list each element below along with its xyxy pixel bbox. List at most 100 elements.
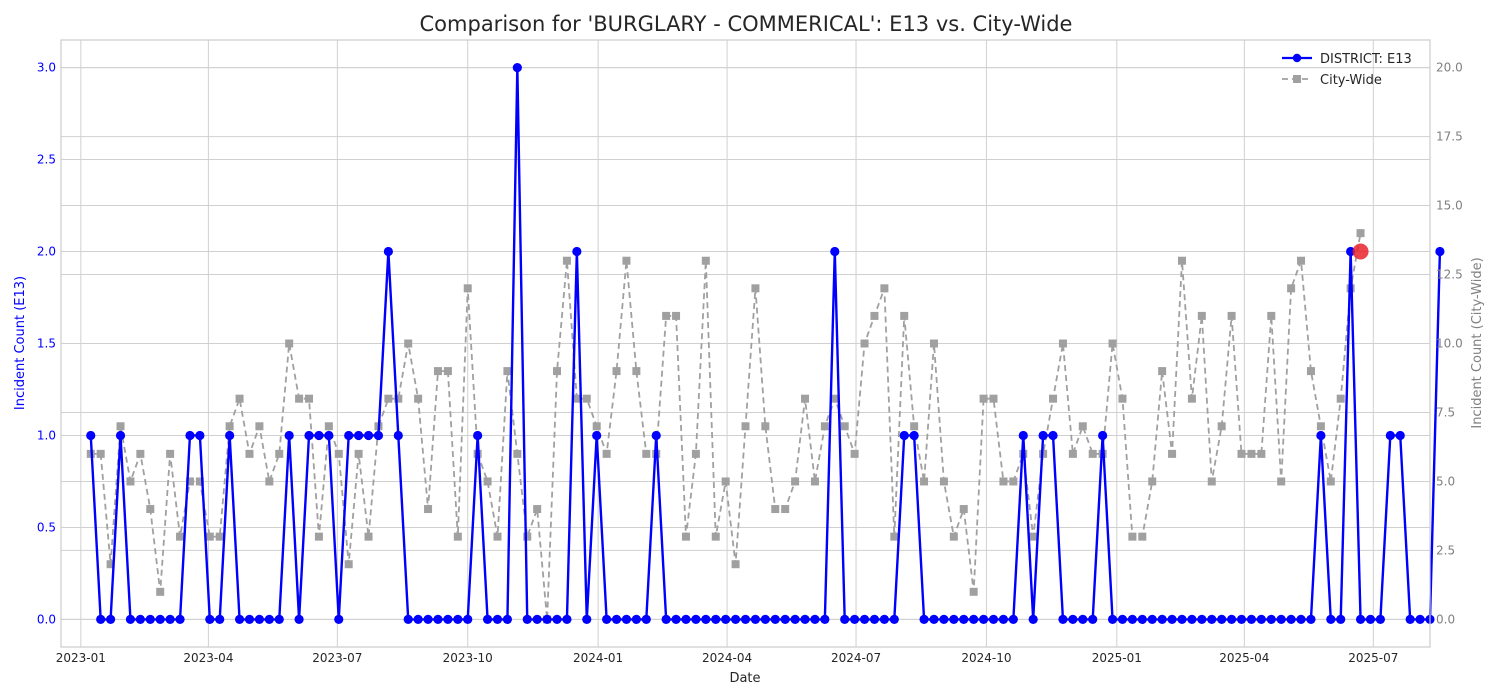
district-e13-point	[1008, 614, 1018, 625]
district-e13-point	[334, 614, 344, 625]
city-wide-point	[920, 477, 929, 486]
city-wide-point	[801, 394, 810, 403]
city-wide-point	[146, 505, 155, 514]
district-e13-point	[691, 614, 701, 625]
district-e13-point	[1068, 614, 1078, 625]
district-e13-point	[1375, 614, 1385, 625]
district-e13-point	[403, 614, 413, 625]
district-e13-point	[810, 614, 820, 625]
city-wide-point	[1306, 367, 1315, 376]
city-wide-point	[1247, 449, 1256, 458]
district-e13-point	[443, 614, 453, 625]
district-e13-point	[1127, 614, 1137, 625]
city-wide-point	[1356, 229, 1365, 238]
district-e13-point	[621, 614, 632, 625]
district-e13-point	[939, 614, 949, 625]
city-wide-point	[176, 532, 185, 541]
city-wide-point	[929, 339, 938, 348]
city-wide-point	[225, 422, 234, 431]
city-wide-point	[731, 560, 740, 569]
city-wide-point	[553, 367, 562, 376]
district-e13-point	[572, 246, 582, 257]
city-wide-point	[711, 532, 720, 541]
district-e13-point	[1246, 614, 1257, 625]
district-e13-point	[1167, 614, 1177, 625]
city-wide-point	[245, 449, 254, 458]
city-wide-point	[513, 449, 522, 458]
district-e13-point	[631, 614, 641, 625]
district-e13-point	[354, 430, 364, 441]
y-tick-label-right: 15.0	[1436, 199, 1463, 213]
district-e13-point	[1365, 614, 1376, 625]
city-wide-point	[582, 394, 591, 403]
district-e13-point	[780, 614, 790, 625]
city-wide-point	[751, 284, 760, 293]
x-tick-label: 2025-01	[1092, 651, 1142, 665]
district-e13-point	[1266, 614, 1276, 625]
district-e13-point	[205, 614, 215, 625]
city-wide-point	[959, 505, 968, 514]
city-wide-point	[404, 339, 413, 348]
district-e13-point	[115, 430, 126, 441]
district-e13-point	[522, 614, 532, 625]
city-wide-point	[1168, 449, 1177, 458]
district-e13-point	[1435, 246, 1445, 257]
district-e13-point	[542, 614, 552, 625]
district-e13-point	[86, 430, 96, 441]
city-wide-point	[562, 256, 571, 265]
city-wide-point	[1227, 311, 1236, 320]
district-e13-point	[909, 430, 919, 441]
district-e13-point	[840, 614, 850, 625]
city-wide-point	[681, 532, 690, 541]
city-wide-point	[572, 394, 581, 403]
district-e13-point	[730, 614, 741, 625]
x-tick-label: 2024-07	[831, 651, 881, 665]
district-e13-point	[175, 614, 185, 625]
plot-area	[60, 39, 1445, 648]
y-axis-label-right: Incident Count (City-Wide)	[1470, 257, 1485, 428]
city-wide-point	[939, 477, 948, 486]
city-wide-point	[810, 477, 819, 486]
city-wide-point	[424, 505, 433, 514]
city-wide-point	[533, 505, 542, 514]
city-wide-point	[414, 394, 423, 403]
city-wide-point	[364, 532, 373, 541]
plot-frame	[60, 39, 1431, 648]
city-wide-point	[632, 367, 641, 376]
legend-item-city-wide: City-Wide	[1282, 73, 1382, 88]
district-e13-point	[264, 614, 274, 625]
city-wide-point	[1128, 532, 1137, 541]
district-e13-point	[879, 614, 889, 625]
district-e13-point	[155, 614, 165, 625]
x-tick-label: 2023-07	[312, 651, 362, 665]
city-wide-point	[116, 422, 125, 431]
district-e13-point	[1058, 614, 1068, 625]
city-wide-point	[344, 560, 353, 569]
district-e13-point	[165, 614, 175, 625]
city-wide-point	[860, 339, 869, 348]
y-tick-label-right: 5.0	[1436, 474, 1455, 488]
city-wide-point	[949, 532, 958, 541]
city-wide-point	[1207, 477, 1216, 486]
y-axis-label-left: Incident Count (E13)	[13, 276, 28, 410]
y-tick-label-left: 2.0	[37, 245, 56, 259]
x-tick-label: 2025-07	[1348, 651, 1398, 665]
district-e13-point	[1078, 614, 1088, 625]
city-wide-point	[334, 449, 343, 458]
city-wide-point	[830, 394, 839, 403]
city-wide-point	[166, 449, 175, 458]
district-e13-point	[661, 614, 671, 625]
district-e13-point	[125, 614, 136, 625]
district-e13-point	[889, 614, 899, 625]
city-wide-point	[1078, 422, 1087, 431]
city-wide-point	[592, 422, 601, 431]
city-wide-point	[1148, 477, 1157, 486]
district-e13-point	[1296, 614, 1306, 625]
district-e13-point	[383, 246, 393, 257]
city-wide-point	[761, 422, 770, 431]
district-e13-point	[482, 614, 493, 625]
y-tick-label-left: 1.0	[37, 428, 56, 442]
y-gridlines-right	[61, 67, 1430, 620]
city-wide-point	[1336, 394, 1345, 403]
city-wide-point	[483, 477, 492, 486]
